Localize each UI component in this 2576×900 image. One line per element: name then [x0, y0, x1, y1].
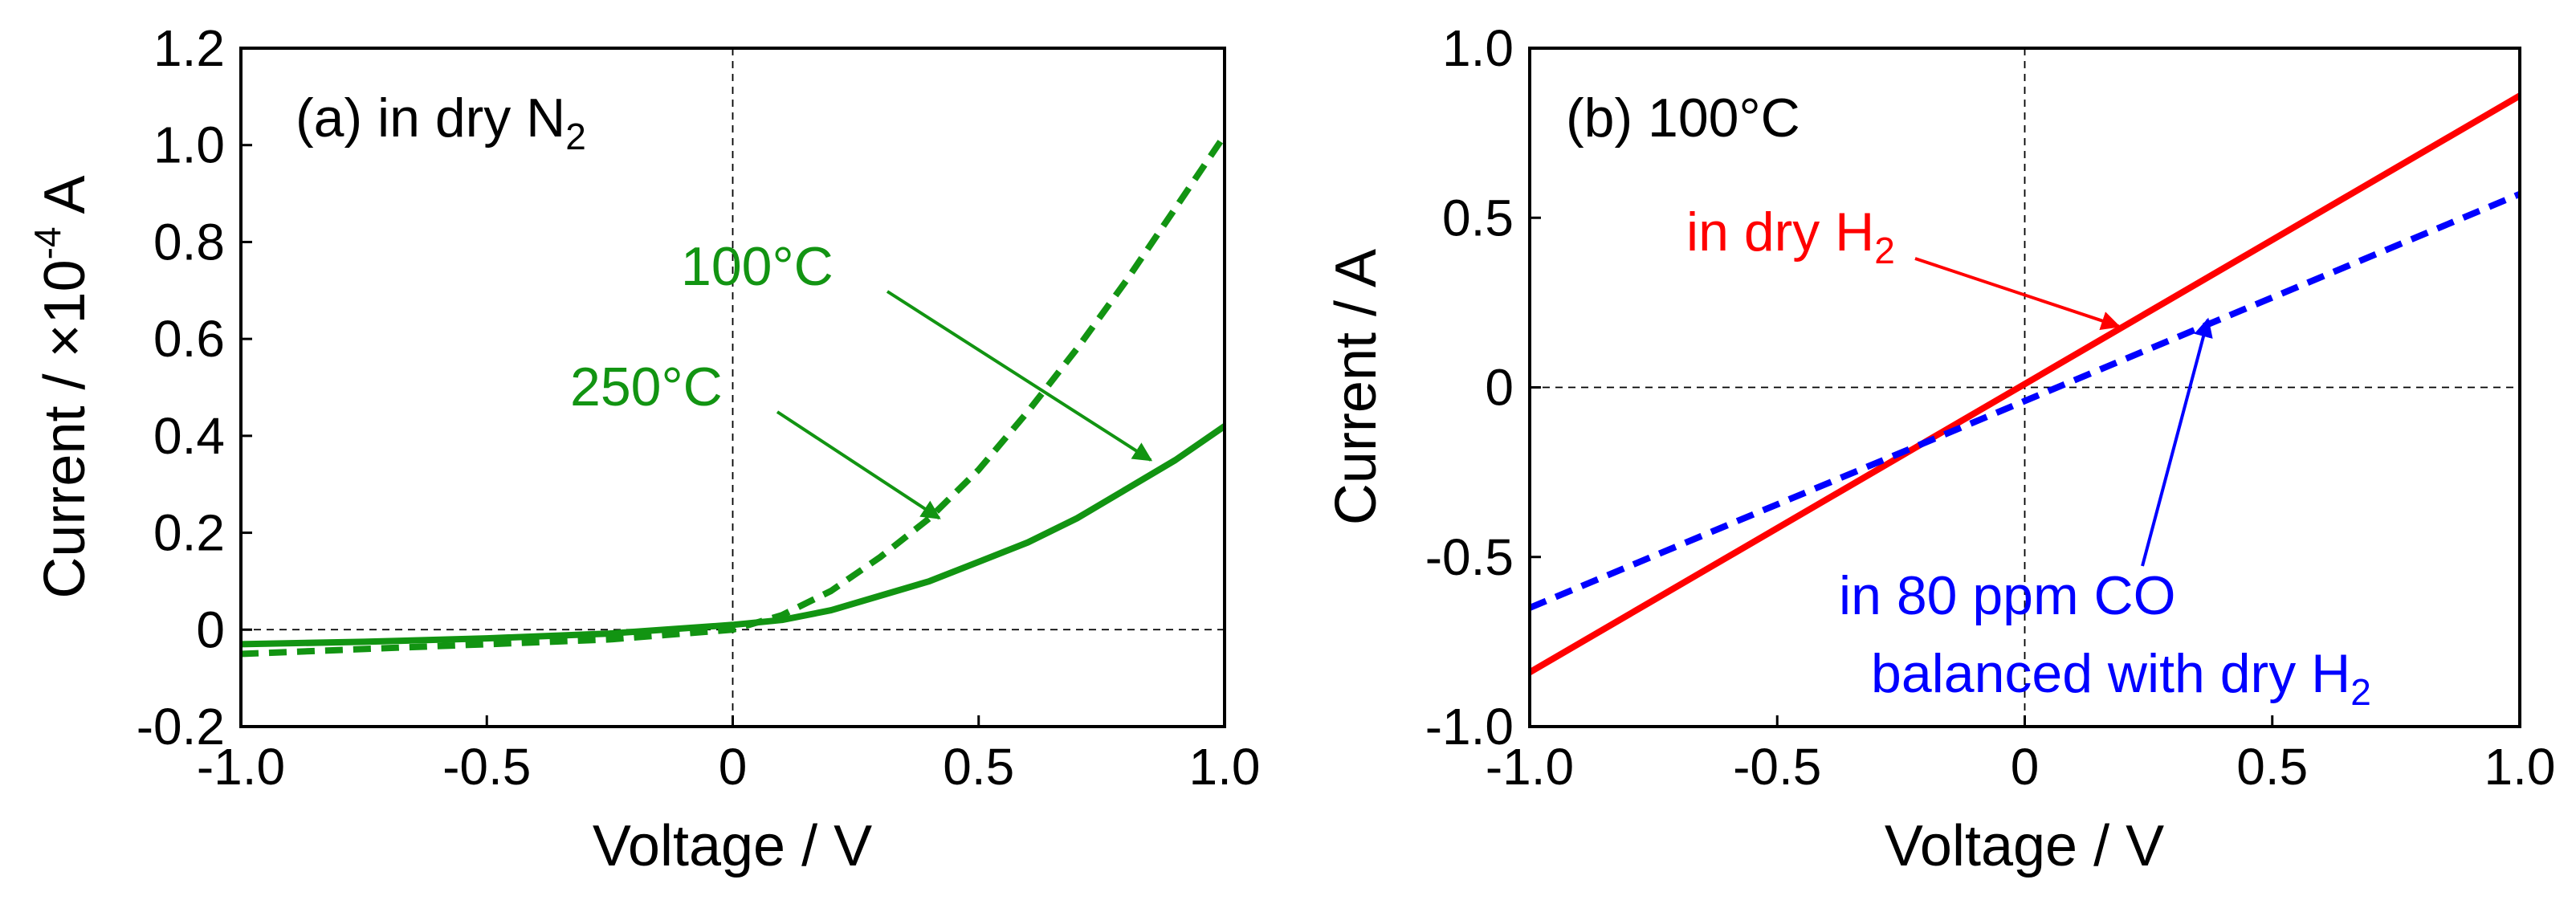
a-series-0-dashed [240, 133, 1228, 658]
b-y-tick-label: 0 [1485, 359, 1514, 417]
a-x-tick-label: -0.5 [442, 738, 531, 796]
a-y-axis-label-unit: A [33, 175, 97, 226]
a-annotation-100c: 100°C [681, 236, 834, 297]
a-panel-label-main: (a) in dry N [296, 88, 565, 149]
b-x-axis-label: Voltage / V [1885, 814, 2164, 878]
b-annotation-dry-h2-sub: 2 [1874, 230, 1895, 271]
b-label-co-1-arrow [2141, 317, 2213, 567]
b-y-tick-label: 0.5 [1442, 189, 1514, 246]
a-y-tick-label: 0.4 [153, 407, 225, 465]
a-y-axis-label-exp: -4 [26, 226, 68, 259]
a-y-tick-label: 1.2 [153, 19, 225, 77]
a-y-axis-label-main: Current / ×10 [33, 259, 97, 598]
b-arrows [1914, 257, 2213, 567]
b-annotation-co-line2: balanced with dry H2 [1871, 643, 2371, 713]
a-x-axis-label: Voltage / V [593, 814, 872, 878]
b-x-tick-label: -1.0 [1486, 738, 1574, 796]
panel-a: -1.0 -0.5 0 0.5 1.0 -0.2 0 0.2 0.4 0.6 0.8 1.0 1.2 V… [26, 19, 1260, 878]
a-series-1-solid [240, 423, 1227, 648]
b-series-0-solid [1527, 92, 2522, 675]
b-label-h2-arrow [1914, 257, 2121, 331]
a-y-tick-label: 0.2 [153, 504, 225, 562]
a-x-tick-label: 0 [719, 738, 748, 796]
a-y-tick-label: 0 [196, 601, 225, 658]
b-y-tick-label: -1.0 [1425, 698, 1514, 755]
panel-b: -1.0 -0.5 0 0.5 1.0 -1.0 -0.5 0 0.5 1.0 Voltage /… [1324, 19, 2555, 878]
a-x-tick-label: 1.0 [1189, 738, 1261, 796]
b-y-tick-label: 1.0 [1442, 19, 1514, 77]
b-annotation-co-line1: in 80 ppm CO [1839, 565, 2176, 626]
a-arrows [776, 290, 1153, 520]
a-y-axis-label: Current / ×10-4 A [26, 175, 97, 598]
b-x-tick-label: 0 [2011, 738, 2040, 796]
a-series [240, 133, 1228, 658]
b-x-tick-label: -0.5 [1733, 738, 1821, 796]
b-ticks: -1.0 -0.5 0 0.5 1.0 -1.0 -0.5 0 0.5 1.0 [1425, 19, 2556, 796]
b-panel-label: (b) 100°C [1566, 88, 1800, 149]
a-panel-label-sub: 2 [565, 116, 586, 157]
b-y-axis-label: Current / A [1324, 249, 1388, 525]
b-annotation-dry-h2: in dry H2 [1686, 202, 1895, 271]
a-y-tick-label: -0.2 [137, 698, 225, 755]
a-label-250-arrow [776, 410, 941, 520]
b-x-tick-label: 0.5 [2236, 738, 2308, 796]
a-label-100-arrow [886, 290, 1153, 462]
b-series [1527, 92, 2522, 675]
a-ticks: -1.0 -0.5 0 0.5 1.0 -0.2 0 0.2 0.4 0.6 0.8 1.0 1.2 [137, 19, 1261, 796]
a-y-tick-label: 0.6 [153, 310, 225, 368]
a-x-tick-label: 0.5 [943, 738, 1014, 796]
b-annotation-dry-h2-main: in dry H [1686, 202, 1874, 263]
a-annotation-250c: 250°C [570, 356, 723, 417]
b-annotation-co-line2-main: balanced with dry H [1871, 643, 2350, 704]
a-y-tick-label: 1.0 [153, 116, 225, 174]
a-panel-label: (a) in dry N2 [296, 88, 586, 157]
b-series-1-dashed [1528, 191, 2521, 611]
b-annotation-co-line2-sub: 2 [2350, 671, 2371, 713]
a-x-tick-label: -1.0 [197, 738, 285, 796]
a-y-tick-label: 0.8 [153, 213, 225, 271]
b-y-tick-label: -0.5 [1425, 528, 1514, 586]
b-x-tick-label: 1.0 [2484, 738, 2556, 796]
